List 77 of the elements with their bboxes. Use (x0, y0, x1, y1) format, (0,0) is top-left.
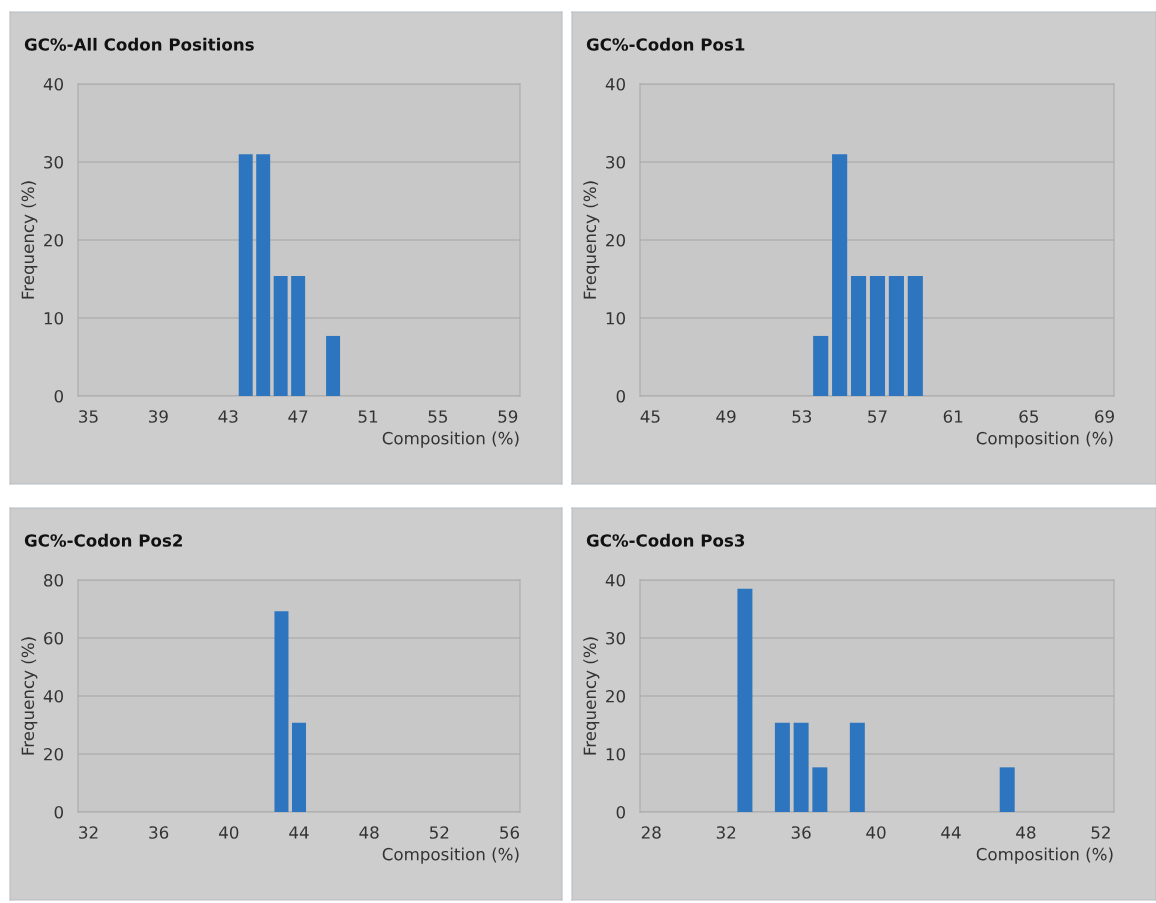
x-tick-label: 44 (941, 826, 961, 839)
chart-title: GC%-All Codon Positions (24, 37, 254, 51)
x-tick-label: 57 (868, 410, 887, 423)
x-tick-label: 40 (866, 826, 886, 839)
x-tick-label: 56 (500, 826, 520, 839)
x-tick-label: 35 (79, 410, 98, 423)
bar (793, 722, 809, 812)
y-axis-title: Frequency (%) (583, 181, 600, 299)
x-tick-label: 53 (792, 410, 812, 423)
x-axis-title: Composition (%) (382, 847, 519, 864)
bar (326, 335, 341, 396)
y-tick-label: 0 (54, 805, 63, 819)
bar (999, 767, 1015, 812)
y-tick-label: 0 (616, 389, 625, 403)
x-tick-label: 45 (640, 410, 660, 423)
bar (849, 722, 865, 812)
x-tick-label: 52 (1091, 826, 1110, 839)
y-tick-label: 40 (43, 689, 63, 703)
x-tick-label: 39 (149, 410, 168, 423)
bar (850, 275, 867, 396)
x-tick-label: 65 (1019, 410, 1038, 423)
x-tick-label: 51 (358, 410, 378, 423)
x-tick-label: 61 (943, 410, 963, 423)
x-tick-label: 44 (289, 826, 309, 839)
bar (291, 275, 306, 396)
y-tick-label: 40 (43, 77, 63, 91)
chart-title: GC%-Codon Pos2 (24, 533, 182, 547)
y-tick-label: 20 (606, 233, 625, 247)
y-tick-label: 30 (606, 155, 625, 169)
y-tick-label: 30 (606, 631, 625, 645)
x-tick-label: 36 (149, 826, 169, 839)
y-tick-label: 30 (44, 155, 63, 169)
x-tick-label: 69 (1095, 410, 1114, 423)
x-tick-label: 32 (716, 826, 736, 839)
x-tick-label: 28 (641, 826, 661, 839)
x-tick-label: 36 (791, 826, 811, 839)
y-axis-title: Frequency (%) (583, 637, 600, 755)
bar (813, 335, 829, 396)
chart-title: GC%-Codon Pos3 (586, 533, 745, 547)
x-axis-title: Composition (%) (976, 431, 1113, 448)
x-tick-label: 48 (1016, 826, 1036, 839)
bar (812, 767, 828, 812)
y-tick-label: 10 (606, 747, 625, 761)
bar (888, 275, 904, 396)
bar (869, 275, 886, 396)
y-tick-label: 20 (606, 689, 625, 703)
y-tick-label: 40 (605, 573, 625, 587)
bar (273, 275, 288, 396)
y-tick-label: 10 (606, 311, 625, 325)
bar (737, 588, 753, 812)
y-axis-title: Frequency (%) (21, 181, 38, 299)
y-tick-label: 20 (44, 233, 63, 247)
x-tick-label: 52 (430, 826, 449, 839)
bar (238, 154, 253, 396)
y-tick-label: 10 (44, 311, 63, 325)
y-tick-label: 40 (605, 77, 625, 91)
y-tick-label: 20 (44, 747, 63, 761)
x-tick-label: 49 (716, 410, 736, 423)
bar (907, 275, 923, 396)
x-tick-label: 48 (359, 826, 379, 839)
bar (774, 722, 790, 812)
bar (256, 154, 271, 396)
x-axis-title: Composition (%) (976, 847, 1113, 864)
y-tick-label: 80 (44, 573, 63, 587)
y-tick-label: 60 (44, 631, 63, 645)
x-tick-label: 40 (219, 826, 239, 839)
y-tick-label: 0 (54, 389, 63, 403)
x-tick-label: 32 (79, 826, 98, 839)
x-tick-label: 59 (498, 410, 518, 423)
x-tick-label: 55 (428, 410, 448, 423)
x-tick-label: 47 (288, 410, 308, 423)
chart-title: GC%-Codon Pos1 (586, 37, 745, 51)
bar (832, 154, 848, 396)
x-axis-title: Composition (%) (382, 431, 519, 448)
y-tick-label: 0 (616, 805, 625, 819)
y-axis-title: Frequency (%) (21, 637, 38, 755)
x-tick-label: 43 (218, 410, 238, 423)
